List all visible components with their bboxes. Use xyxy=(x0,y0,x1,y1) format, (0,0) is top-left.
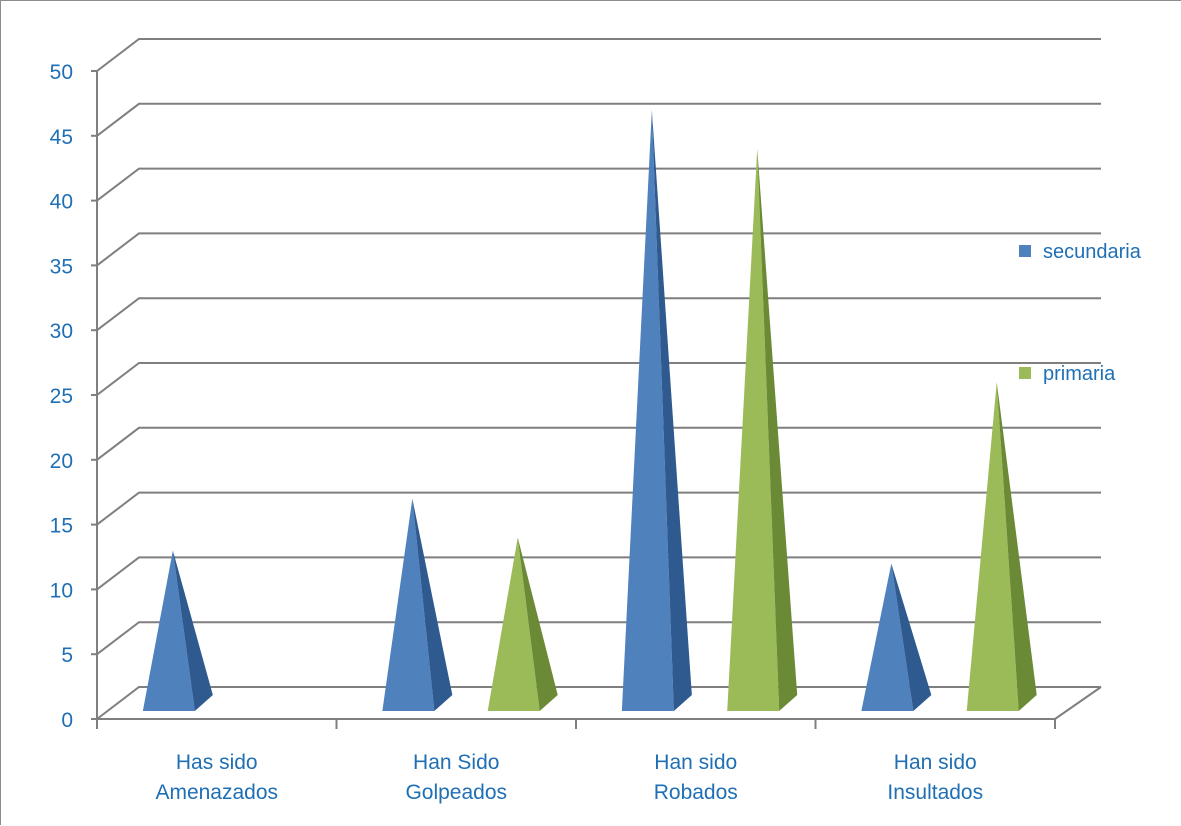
legend-item-secundaria: secundaria xyxy=(1019,241,1142,263)
gridline xyxy=(96,686,1101,720)
gridline xyxy=(96,167,1101,202)
gridline xyxy=(96,426,1101,461)
y-tick-label: 45 xyxy=(50,126,73,149)
pyramid-primaria xyxy=(487,537,558,711)
y-tick-label: 15 xyxy=(50,515,73,538)
y-tick-label: 50 xyxy=(50,61,73,84)
legend: secundaria primaria xyxy=(1019,241,1142,385)
y-tick-label: 5 xyxy=(61,644,73,667)
x-category-label: Han Sido Golpeados xyxy=(405,751,507,804)
pyramid-secundaria xyxy=(861,563,932,711)
gridline xyxy=(96,491,1101,526)
gridline xyxy=(96,362,1101,396)
y-tick-label: 25 xyxy=(50,385,73,408)
gridline xyxy=(96,102,1101,137)
pyramid-secundaria xyxy=(382,498,453,711)
x-axis-category-labels: Has sido Amenazados Han Sido Golpeados Han s… xyxy=(155,751,983,804)
gridline xyxy=(96,232,1101,267)
gridline xyxy=(96,556,1101,591)
legend-label: secundaria xyxy=(1043,241,1142,263)
pyramid-secundaria xyxy=(142,550,213,711)
gridline xyxy=(96,621,1101,655)
pyramid-primaria xyxy=(966,382,1037,711)
pyramid-primaria xyxy=(727,148,798,711)
x-category-label: Han sido Insultados xyxy=(887,751,983,804)
legend-label: primaria xyxy=(1043,363,1116,385)
gridline xyxy=(96,297,1101,331)
x-axis-floor xyxy=(97,686,1102,720)
y-tick-label: 35 xyxy=(50,255,73,278)
y-tick-label: 40 xyxy=(50,191,73,214)
y-tick-label: 0 xyxy=(61,709,73,732)
gridlines xyxy=(96,38,1101,720)
legend-swatch xyxy=(1019,245,1031,257)
y-tick-label: 30 xyxy=(50,320,73,343)
x-category-label: Has sido Amenazados xyxy=(155,751,278,804)
pyramid-marks xyxy=(142,109,1037,711)
gridline xyxy=(96,38,1101,72)
y-axis-tick-labels: 0 5 10 15 20 25 30 35 40 45 50 xyxy=(50,61,73,732)
pyramid-secundaria xyxy=(621,109,692,711)
y-tick-label: 20 xyxy=(50,450,73,473)
legend-item-primaria: primaria xyxy=(1019,363,1116,385)
y-tick-label: 10 xyxy=(50,579,73,602)
x-category-label: Han sido Robados xyxy=(654,751,738,804)
legend-swatch xyxy=(1019,367,1031,379)
axes xyxy=(91,70,1102,729)
